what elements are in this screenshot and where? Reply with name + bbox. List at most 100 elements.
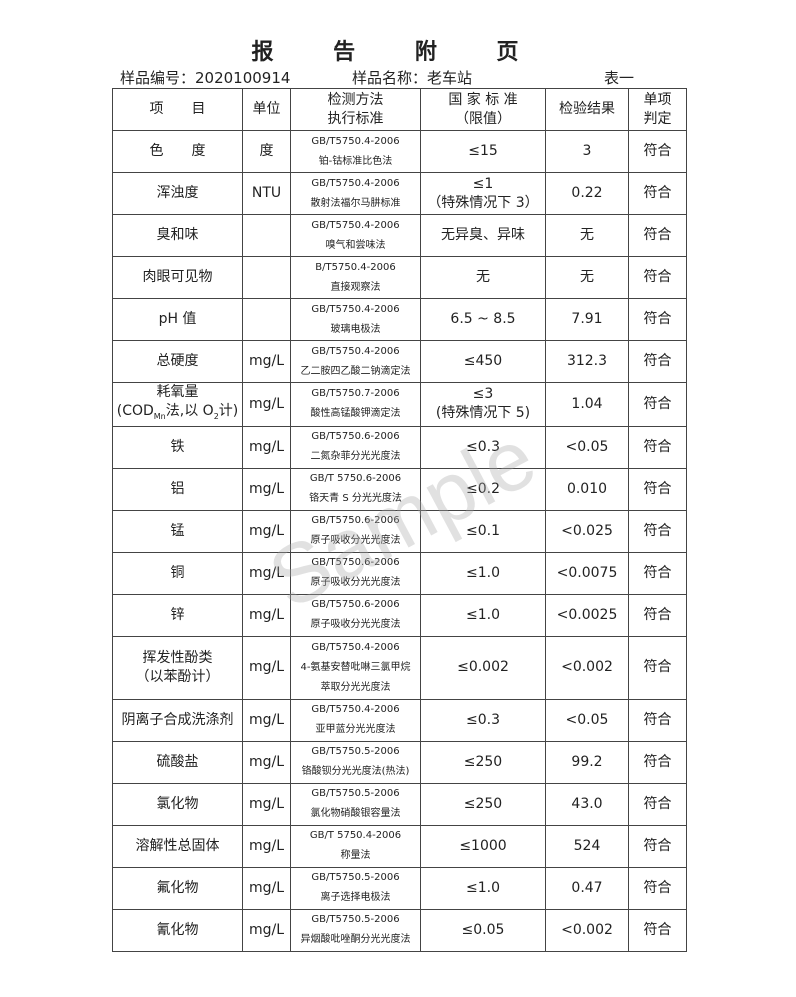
- table-row: 耗氧量 (CODMn法,以 O2计) mg/L GB/T5750.7-2006 酸性高锰…: [112, 382, 687, 427]
- unit-cell: mg/L: [242, 340, 291, 383]
- unit-cell-unit: mg/L: [248, 353, 285, 369]
- item-cell: 硫酸盐: [112, 740, 243, 784]
- result-cell-result: <0.0025: [556, 606, 618, 623]
- method-cell-method: 亚甲蓝分光光度法: [315, 724, 396, 736]
- header-row: 项 目 单位 检测方法 执行标准 国 家 标 准 （限值） 检验结果 单项 判定: [112, 88, 687, 131]
- result-cell-result: 无: [580, 227, 594, 243]
- method-cell-method: 称量法: [340, 850, 371, 862]
- judgement-cell: 符合: [628, 382, 687, 427]
- method-cell-method: 原子吸收分光光度法: [310, 577, 401, 589]
- sample-name: 样品名称：老车站: [352, 69, 473, 87]
- result-cell: 无: [545, 214, 629, 257]
- judgement-cell: 符合: [628, 509, 687, 553]
- result-cell-result: 43.0: [571, 795, 603, 812]
- method-cell-method: 乙二胺四乙酸二钠滴定法: [300, 365, 411, 377]
- table-row: 硫酸盐 mg/L GB/T5750.5-2006 铬酸钡分光光度法(热法) ≤250 99…: [112, 740, 687, 784]
- item-cell: 臭和味: [112, 214, 243, 257]
- header-method-line1: 检测方法: [327, 91, 384, 108]
- item-cell-item: 铜: [170, 564, 185, 581]
- result-cell: 99.2: [545, 740, 629, 784]
- item-cell-item2: (CODMn法,以 O2计): [116, 403, 239, 421]
- limit-cell: ≤0.3: [420, 425, 546, 469]
- method-cell: GB/T5750.4-2006 亚甲蓝分光光度法: [290, 698, 421, 742]
- result-cell: 312.3: [545, 340, 629, 383]
- table-row: 阴离子合成洗涤剂 mg/L GB/T5750.4-2006 亚甲蓝分光光度法 ≤0.3 <…: [112, 698, 687, 742]
- result-cell: <0.05: [545, 698, 629, 742]
- item-cell-item: pH 值: [158, 311, 197, 327]
- judgement-cell: 符合: [628, 698, 687, 742]
- unit-cell: mg/L: [242, 425, 291, 469]
- result-cell-result: <0.0075: [556, 564, 618, 581]
- limit-cell-limit: ≤1000: [459, 837, 507, 854]
- limit-cell-limit: ≤1: [472, 175, 494, 192]
- method-cell-code: GB/T5750.4-2006: [311, 135, 400, 147]
- method-cell-method: 直接观察法: [330, 281, 381, 293]
- results-table: 项 目 单位 检测方法 执行标准 国 家 标 准 （限值） 检验结果 单项 判定 色 …: [112, 88, 687, 952]
- method-cell: B/T5750.4-2006 直接观察法: [290, 256, 421, 299]
- judgement-cell: 符合: [628, 740, 687, 784]
- judgement-cell-judge: 符合: [643, 753, 672, 770]
- item-cell-item: 臭和味: [156, 227, 199, 243]
- method-cell: GB/T5750.6-2006 原子吸收分光光度法: [290, 551, 421, 595]
- limit-cell-limit: ≤0.05: [461, 921, 505, 938]
- unit-cell-unit: mg/L: [248, 395, 285, 412]
- unit-cell-unit: NTU: [251, 185, 282, 201]
- limit-cell-limit: ≤1.0: [466, 606, 500, 623]
- judgement-cell-judge: 符合: [643, 711, 672, 728]
- unit-cell: NTU: [242, 172, 291, 215]
- limit-cell-limit2: （特殊情况下 3）: [427, 194, 539, 211]
- unit-cell: mg/L: [242, 551, 291, 595]
- method-cell-code: GB/T5750.4-2006: [311, 345, 400, 357]
- item-cell-item: 色 度: [149, 143, 206, 159]
- result-cell: 0.22: [545, 172, 629, 215]
- method-cell-method: 铬天青 S 分光光度法: [309, 493, 402, 505]
- method-cell-method: 原子吸收分光光度法: [310, 619, 401, 631]
- table-row: 氟化物 mg/L GB/T5750.5-2006 离子选择电极法 ≤1.0 0.47 符合: [112, 866, 687, 910]
- header-method: 检测方法 执行标准: [290, 88, 421, 131]
- item-cell: 铝: [112, 467, 243, 511]
- item-cell: 铁: [112, 425, 243, 469]
- item-cell: 氯化物: [112, 782, 243, 826]
- method-cell-code: GB/T5750.7-2006: [311, 388, 400, 400]
- method-cell-code: GB/T5750.4-2006: [311, 177, 400, 189]
- method-cell-code: GB/T5750.4-2006: [311, 219, 400, 231]
- header-standard: 国 家 标 准 （限值）: [420, 88, 546, 131]
- table-row: 挥发性酚类 （以苯酚计） mg/L GB/T5750.4-2006 4-氨基安替吡啉三氯…: [112, 635, 687, 700]
- item-cell-item: 耗氧量: [156, 384, 199, 400]
- unit-cell-unit: mg/L: [248, 837, 285, 854]
- method-cell: GB/T5750.4-2006 乙二胺四乙酸二钠滴定法: [290, 340, 421, 383]
- judgement-cell: 符合: [628, 593, 687, 637]
- unit-cell: mg/L: [242, 698, 291, 742]
- method-cell-code: GB/T 5750.6-2006: [309, 473, 402, 485]
- header-standard-line1: 国 家 标 准: [448, 91, 518, 108]
- judgement-cell: 符合: [628, 256, 687, 299]
- judgement-cell-judge: 符合: [643, 395, 672, 412]
- method-cell: GB/T5750.4-2006 散射法福尔马肼标准: [290, 172, 421, 215]
- limit-cell-limit: ≤0.2: [466, 480, 500, 497]
- item-cell-item: 铝: [170, 480, 185, 497]
- limit-cell: ≤1 （特殊情况下 3）: [420, 172, 546, 215]
- header-result: 检验结果: [545, 88, 629, 131]
- item-cell: 氟化物: [112, 866, 243, 910]
- item-cell: 溶解性总固体: [112, 824, 243, 868]
- judgement-cell: 符合: [628, 467, 687, 511]
- item-cell: 肉眼可见物: [112, 256, 243, 299]
- table-row: pH 值 GB/T5750.4-2006 玻璃电极法 6.5 ~ 8.5 7.91 符合: [112, 298, 687, 341]
- item-cell: 阴离子合成洗涤剂: [112, 698, 243, 742]
- judgement-cell-judge: 符合: [643, 795, 672, 812]
- header-unit: 单位: [242, 88, 291, 131]
- method-cell-code: GB/T5750.4-2006: [311, 303, 400, 315]
- method-cell: GB/T5750.6-2006 原子吸收分光光度法: [290, 509, 421, 553]
- method-cell-code: GB/T5750.6-2006: [311, 599, 400, 611]
- report-title: 报 告 附 页: [251, 40, 545, 65]
- result-cell-result: <0.05: [565, 438, 609, 455]
- unit-cell: mg/L: [242, 740, 291, 784]
- judgement-cell: 符合: [628, 551, 687, 595]
- method-cell-method: 氯化物硝酸银容量法: [310, 808, 401, 820]
- item-cell-item: 氯化物: [156, 795, 199, 812]
- result-cell-result: 524: [573, 837, 601, 854]
- result-cell: 1.04: [545, 382, 629, 427]
- limit-cell-limit2: (特殊情况下 5): [435, 405, 531, 422]
- item-cell-item: 溶解性总固体: [135, 837, 220, 854]
- header-method-line2: 执行标准: [327, 110, 384, 127]
